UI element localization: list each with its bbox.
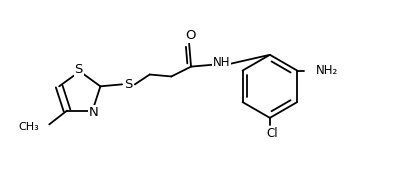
Text: NH₂: NH₂	[316, 64, 338, 77]
Text: O: O	[185, 28, 196, 42]
Text: N: N	[89, 106, 99, 119]
Text: NH: NH	[213, 56, 230, 69]
Text: S: S	[124, 78, 132, 91]
Text: S: S	[75, 63, 83, 76]
Text: Cl: Cl	[266, 127, 278, 140]
Text: CH₃: CH₃	[19, 122, 40, 132]
